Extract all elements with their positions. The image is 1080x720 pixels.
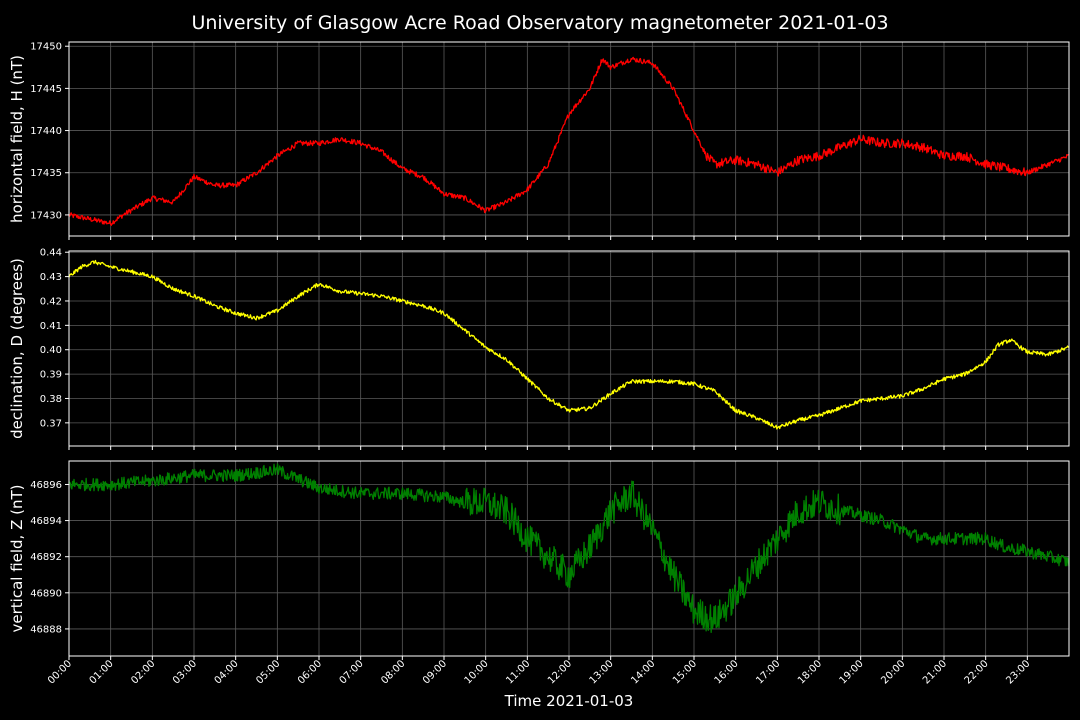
y-tick-label: 0.43 <box>40 272 62 283</box>
x-tick-label: 12:00 <box>546 658 574 686</box>
y-tick-label: 46888 <box>30 624 62 635</box>
y-tick-label: 0.40 <box>40 345 62 356</box>
y-tick-label: 0.37 <box>40 418 62 429</box>
x-tick-label: 22:00 <box>963 658 991 686</box>
y-tick-label: 0.41 <box>40 321 62 332</box>
y-tick-label: 17445 <box>30 84 62 95</box>
x-tick-label: 09:00 <box>421 658 449 686</box>
x-tick-label: 13:00 <box>588 658 616 686</box>
y-tick-label: 0.38 <box>40 394 62 405</box>
y-tick-label: 46894 <box>30 516 62 527</box>
x-tick-label: 03:00 <box>171 658 199 686</box>
x-tick-label: 01:00 <box>88 658 116 686</box>
x-tick-label: 08:00 <box>379 658 407 686</box>
x-tick-label: 11:00 <box>504 658 532 686</box>
x-axis: 00:00 01:00 02:00 03:00 04:00 05:00 06:00 07:00… <box>46 658 1032 686</box>
y-tick-label: 46890 <box>30 588 62 599</box>
y-axis-label: horizontal field, H (nT) <box>8 55 26 223</box>
y-tick-label: 0.39 <box>40 370 62 381</box>
panel-frame <box>68 41 1070 237</box>
y-tick-label: 17450 <box>30 42 62 53</box>
y-tick-label: 46892 <box>30 552 62 563</box>
y-tick-label: 0.44 <box>40 248 62 259</box>
panel-frame <box>68 250 1070 447</box>
x-tick-label: 02:00 <box>129 658 157 686</box>
x-tick-label: 05:00 <box>254 658 282 686</box>
y-tick-label: 0.42 <box>40 296 62 307</box>
x-tick-label: 00:00 <box>46 658 74 686</box>
panels-group: 17430 17435 17440 17445 17450 horizontal fiel… <box>8 41 1070 660</box>
x-tick-label: 18:00 <box>796 658 824 686</box>
panel-1: 17430 17435 17440 17445 17450 horizontal fiel… <box>8 41 1070 240</box>
x-tick-label: 20:00 <box>879 658 907 686</box>
series-line-1 <box>68 56 1070 227</box>
x-tick-label: 21:00 <box>921 658 949 686</box>
panel-frame <box>68 460 1070 657</box>
y-tick-label: 17440 <box>30 126 62 137</box>
panel-2: 0.37 0.38 0.39 0.40 0.41 0.42 0.43 0.44 declinat… <box>8 248 1070 450</box>
y-axis-label: vertical field, Z (nT) <box>8 484 26 632</box>
x-tick-label: 04:00 <box>213 658 241 686</box>
x-tick-label: 06:00 <box>296 658 324 686</box>
x-tick-label: 17:00 <box>754 658 782 686</box>
y-tick-label: 46896 <box>30 480 62 491</box>
series-line-3 <box>68 463 1070 633</box>
x-axis-label: Time 2021-01-03 <box>504 692 634 710</box>
x-tick-label: 10:00 <box>463 658 491 686</box>
x-tick-label: 14:00 <box>629 658 657 686</box>
x-tick-label: 07:00 <box>338 658 366 686</box>
x-tick-label: 16:00 <box>713 658 741 686</box>
y-tick-label: 17435 <box>30 168 62 179</box>
x-tick-label: 19:00 <box>838 658 866 686</box>
panel-3: 46888 46890 46892 46894 46896 vertical field,… <box>8 460 1070 660</box>
y-axis-label: declination, D (degrees) <box>8 258 26 439</box>
x-tick-label: 15:00 <box>671 658 699 686</box>
x-tick-label: 23:00 <box>1004 658 1032 686</box>
chart-title: University of Glasgow Acre Road Observat… <box>191 12 888 34</box>
y-tick-label: 17430 <box>30 210 62 221</box>
series-line-2 <box>68 259 1070 430</box>
